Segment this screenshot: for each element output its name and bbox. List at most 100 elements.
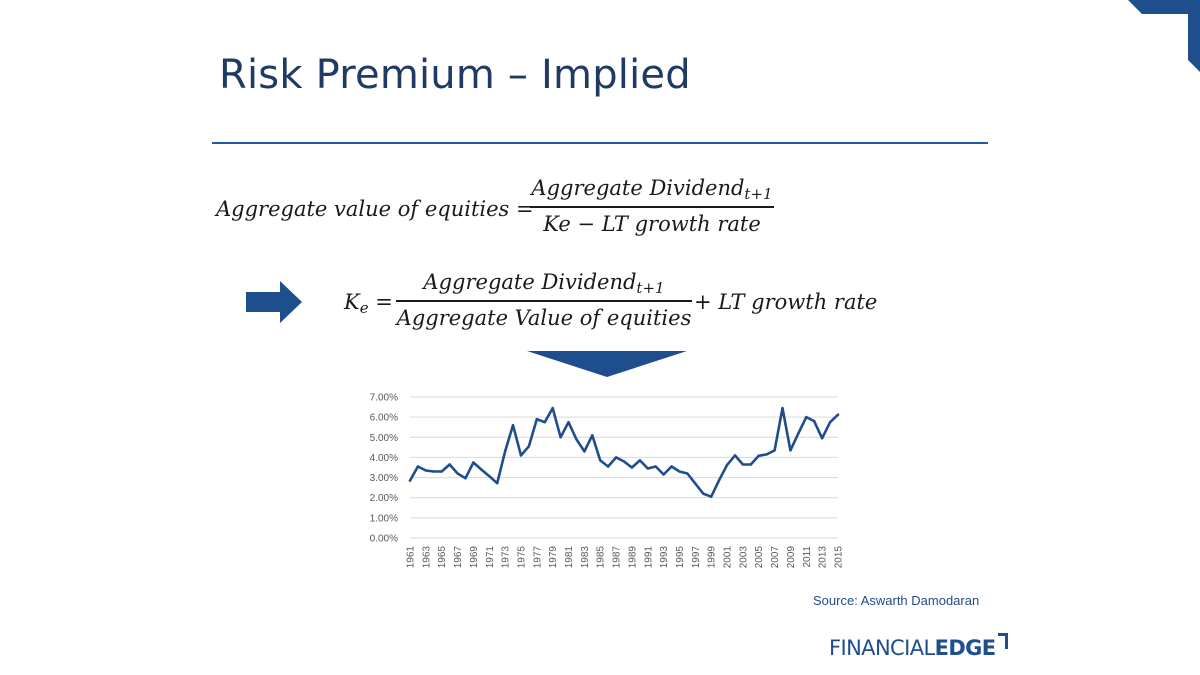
data-point — [456, 472, 459, 475]
x-tick-label: 1967 — [453, 546, 464, 569]
page-title: Risk Premium – Implied — [219, 52, 691, 98]
equation1-numerator-sub: t+1 — [744, 185, 773, 203]
x-tick-label: 1971 — [485, 546, 496, 569]
data-point — [646, 467, 649, 470]
data-point — [543, 420, 546, 424]
x-tick-label: 1981 — [564, 546, 575, 569]
data-point — [702, 492, 705, 495]
data-point — [464, 476, 467, 480]
equation2-ke-sub: e — [359, 299, 369, 317]
data-point — [599, 459, 602, 462]
data-point — [670, 465, 673, 468]
equation2-fraction-bar — [396, 300, 692, 302]
x-tick-label: 2001 — [723, 546, 734, 569]
y-tick-label: 5.00% — [370, 433, 398, 444]
equation1-numerator-text: Aggregate Dividend — [531, 176, 745, 200]
x-tick-label: 2009 — [786, 546, 797, 569]
arrow-down-icon — [527, 351, 687, 377]
x-tick-label: 1961 — [406, 546, 417, 569]
data-point — [662, 473, 665, 476]
equation2-numerator: Aggregate Dividendt+1 — [396, 270, 692, 297]
data-point — [733, 454, 737, 457]
data-point — [836, 413, 840, 416]
x-tick-label: 2013 — [818, 546, 829, 569]
logo-text-financial: FINANCIAL — [829, 636, 935, 660]
logo-text-edge: EDGE — [934, 636, 997, 660]
data-point — [583, 450, 586, 453]
x-tick-label: 1979 — [548, 546, 559, 569]
x-tick-label: 1983 — [580, 546, 591, 569]
data-point — [591, 434, 594, 437]
y-tick-label: 2.00% — [370, 493, 398, 504]
x-tick-label: 1989 — [627, 546, 638, 569]
y-tick-label: 1.00% — [370, 513, 398, 524]
data-point — [773, 449, 776, 452]
data-point — [519, 454, 523, 457]
equation2-ke-text: K — [344, 290, 360, 314]
series-line — [408, 406, 840, 498]
data-point — [440, 470, 443, 473]
equation2-equals: = — [375, 290, 393, 314]
data-point — [511, 424, 515, 427]
equation1-numerator: Aggregate Dividendt+1 — [530, 176, 774, 203]
data-point — [527, 445, 531, 448]
risk-premium-line-chart: 0.00% 1.00% 2.00% 3.00% 4.00% 5.00% 6.00% 7.00%… — [370, 393, 845, 569]
data-point — [797, 432, 800, 435]
data-point — [495, 482, 499, 485]
x-tick-label: 1987 — [612, 546, 623, 569]
x-tick-label: 2007 — [770, 546, 781, 569]
corner-accent-shape — [1128, 0, 1200, 72]
x-tick-label: 1969 — [469, 546, 480, 569]
equation1-fraction-bar — [530, 206, 774, 208]
equation2-fraction: Aggregate Dividendt+1 Aggregate Value of… — [396, 270, 692, 330]
data-point — [781, 406, 784, 410]
data-point — [606, 465, 610, 468]
data-point — [741, 463, 745, 466]
x-tick-label: 2003 — [738, 546, 749, 569]
x-tick-label: 1991 — [643, 546, 654, 569]
data-point — [725, 463, 729, 467]
x-tick-label: 1977 — [532, 546, 543, 569]
y-tick-label: 0.00% — [370, 534, 398, 545]
data-point — [416, 465, 420, 468]
equation2-rest: + LT growth rate — [694, 290, 878, 314]
data-point — [813, 419, 816, 423]
data-point — [630, 466, 634, 469]
x-tick-label: 1993 — [659, 546, 670, 569]
data-point — [820, 437, 824, 440]
x-tick-label: 1965 — [437, 546, 448, 569]
data-point — [575, 438, 578, 441]
x-tick-label: 2005 — [754, 546, 765, 569]
data-point — [749, 463, 753, 466]
data-point — [614, 456, 618, 459]
data-point — [765, 453, 768, 456]
x-tick-label: 1975 — [516, 546, 527, 569]
y-tick-label: 4.00% — [370, 453, 398, 464]
data-point — [686, 472, 689, 475]
data-point — [789, 449, 792, 452]
x-tick-label: 1963 — [421, 546, 432, 569]
data-point — [551, 406, 554, 410]
data-point — [678, 470, 681, 473]
data-point — [694, 482, 697, 485]
data-point — [432, 470, 435, 473]
data-point — [638, 459, 642, 462]
logo-mark-icon — [997, 633, 1008, 649]
x-tick-label: 1973 — [501, 546, 512, 569]
equation2-numerator-text: Aggregate Dividend — [423, 270, 637, 294]
data-point — [559, 436, 562, 439]
x-tick-label: 1999 — [707, 546, 718, 569]
data-point — [424, 469, 428, 472]
data-point — [805, 415, 808, 419]
x-tick-label: 2011 — [802, 546, 813, 568]
data-point — [717, 478, 721, 482]
data-point — [622, 460, 626, 463]
equation1-fraction: Aggregate Dividendt+1 Ke − LT growth rat… — [530, 176, 774, 236]
equation1-denominator: Ke − LT growth rate — [543, 211, 761, 236]
y-tick-label: 3.00% — [370, 473, 398, 484]
equation2-denominator: Aggregate Value of equities — [396, 305, 692, 330]
data-point — [654, 465, 657, 468]
data-point — [535, 417, 539, 421]
x-tick-label: 1997 — [691, 546, 702, 569]
data-point — [828, 420, 832, 424]
